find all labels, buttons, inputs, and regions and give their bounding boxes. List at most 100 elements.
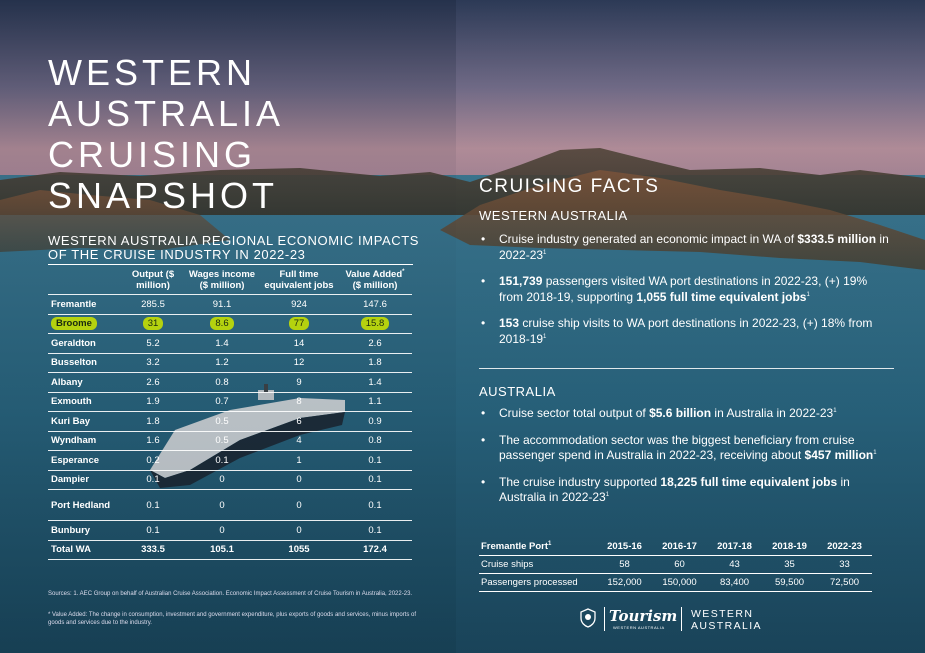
- header-value-added-label: Value Added: [345, 269, 403, 280]
- row-jobs: 6: [260, 411, 338, 431]
- row-value-added: 15.8: [338, 313, 412, 334]
- row-output: 1.9: [122, 391, 184, 412]
- header-wages: Wages income ($ million): [188, 269, 256, 291]
- highlight-badge: 31: [142, 317, 164, 331]
- port-cell: 33: [817, 555, 872, 574]
- row-value-added: 0.9: [338, 411, 412, 431]
- wa-facts-list: Cruise industry generated an economic im…: [479, 232, 889, 358]
- au-facts-list: Cruise sector total output of $5.6 billi…: [479, 406, 889, 517]
- port-cell: 35: [762, 555, 817, 574]
- port-header-year: 2022-23: [817, 538, 872, 556]
- row-jobs: 924: [260, 294, 338, 314]
- row-region: Total WA: [48, 539, 122, 560]
- row-value-added: 172.4: [338, 539, 412, 560]
- regional-impacts-table: Output ($ million) Wages income ($ milli…: [48, 269, 412, 560]
- fact-text: passengers visited WA port destinations …: [499, 274, 868, 304]
- row-wages: 0: [184, 489, 260, 521]
- table-row: Geraldton 5.2 1.4 14 2.6: [48, 333, 412, 353]
- row-jobs: 9: [260, 372, 338, 392]
- au-facts-title: AUSTRALIA: [479, 384, 556, 399]
- western-australia-logo: WESTERN AUSTRALIA: [691, 608, 762, 632]
- logo-divider: [604, 607, 605, 631]
- row-region: Geraldton: [48, 333, 122, 353]
- table-row-highlighted: Broome 31 8.6 77 15.8: [48, 313, 412, 334]
- port-row-label: Passengers processed: [479, 573, 597, 592]
- table-row: Wyndham 1.6 0.5 4 0.8: [48, 430, 412, 451]
- footnote-marker: 1: [605, 492, 610, 498]
- fremantle-port-table: Fremantle Port1 2015-16 2016-17 2017-18 …: [479, 538, 872, 592]
- row-region: Albany: [48, 372, 122, 392]
- port-header-year: 2015-16: [597, 538, 652, 556]
- government-crest-icon: [580, 608, 596, 628]
- list-item: Cruise sector total output of $5.6 billi…: [479, 406, 889, 422]
- row-region: Busselton: [48, 352, 122, 373]
- regional-table-title: WESTERN AUSTRALIA REGIONAL ECONOMIC IMPA…: [48, 233, 420, 262]
- fact-bold: $5.6 billion: [649, 406, 712, 420]
- port-cell: 72,500: [817, 573, 872, 592]
- highlight-badge: Broome: [51, 317, 97, 331]
- fact-text: in Australia in 2022-23: [711, 406, 834, 420]
- row-value-added: 0.1: [338, 469, 412, 490]
- row-wages: 1.4: [184, 333, 260, 353]
- row-wages: 1.2: [184, 352, 260, 373]
- title-line-3: CRUISING: [48, 134, 257, 175]
- row-wages: 0: [184, 520, 260, 540]
- row-wages: 0: [184, 469, 260, 490]
- fact-bold: 153: [499, 316, 520, 330]
- list-item: The cruise industry supported 18,225 ful…: [479, 475, 889, 506]
- port-header-label: Fremantle Port1: [479, 538, 597, 556]
- port-header-year: 2017-18: [707, 538, 762, 556]
- row-jobs: 12: [260, 352, 338, 373]
- row-region: Broome: [48, 313, 122, 334]
- footnote-marker: 1: [806, 291, 810, 298]
- row-jobs: 0: [260, 469, 338, 490]
- table-row: Passengers processed 152,000 150,000 83,…: [479, 573, 872, 592]
- header-output: Output ($ million): [131, 269, 175, 291]
- row-output: 1.6: [122, 430, 184, 451]
- row-output: 31: [122, 313, 184, 334]
- row-jobs: 0: [260, 520, 338, 540]
- port-header-row: Fremantle Port1 2015-16 2016-17 2017-18 …: [479, 538, 872, 556]
- footnote-marker: 1: [543, 333, 547, 340]
- row-value-added: 1.1: [338, 391, 412, 412]
- fact-bold: $333.5 million: [797, 232, 877, 246]
- footnote-marker: 1: [873, 450, 877, 456]
- row-value-added: 0.1: [338, 489, 412, 521]
- header-value-added: Value Added* ($ million): [338, 269, 412, 295]
- row-region: Bunbury: [48, 520, 122, 540]
- row-output: 0.1: [122, 520, 184, 540]
- table-row: Esperance 0.2 0.1 1 0.1: [48, 450, 412, 470]
- row-jobs: 77: [260, 313, 338, 334]
- fact-text: The cruise industry supported: [499, 474, 661, 489]
- facts-title: CRUISING FACTS: [479, 176, 660, 197]
- page-title: WESTERN AUSTRALIA CRUISING SNAPSHOT: [48, 52, 284, 216]
- list-item: Cruise industry generated an economic im…: [479, 232, 889, 263]
- row-output: 285.5: [122, 294, 184, 314]
- row-wages: 0.5: [184, 411, 260, 431]
- table-row: Cruise ships 58 60 43 35 33: [479, 555, 872, 574]
- fact-text: Cruise industry generated an economic im…: [499, 232, 798, 246]
- sources-note: Sources: 1. AEC Group on behalf of Austr…: [48, 591, 413, 597]
- row-value-added: 0.8: [338, 430, 412, 451]
- table-row: Port Hedland 0.1 0 0 0.1: [48, 489, 412, 521]
- header-value-added-unit: ($ million): [352, 280, 398, 291]
- row-wages: 0.5: [184, 430, 260, 451]
- facts-divider: [479, 368, 894, 369]
- title-line-4: SNAPSHOT: [48, 175, 279, 216]
- fact-text: Cruise sector total output of: [499, 406, 650, 420]
- row-region: Kuri Bay: [48, 411, 122, 431]
- row-wages: 105.1: [184, 539, 260, 560]
- row-output: 0.2: [122, 450, 184, 470]
- row-wages: 0.8: [184, 372, 260, 392]
- row-wages: 0.7: [184, 391, 260, 412]
- port-label: Fremantle Port: [481, 541, 549, 552]
- fact-text: The accommodation sector was the biggest…: [499, 432, 855, 463]
- port-header-year: 2016-17: [652, 538, 707, 556]
- highlight-badge: 77: [288, 317, 310, 331]
- row-wages: 91.1: [184, 294, 260, 314]
- row-region: Wyndham: [48, 430, 122, 451]
- port-row-label: Cruise ships: [479, 555, 597, 574]
- logo-divider: [681, 607, 682, 631]
- title-line-2: AUSTRALIA: [48, 93, 285, 134]
- highlight-badge: 15.8: [360, 317, 390, 331]
